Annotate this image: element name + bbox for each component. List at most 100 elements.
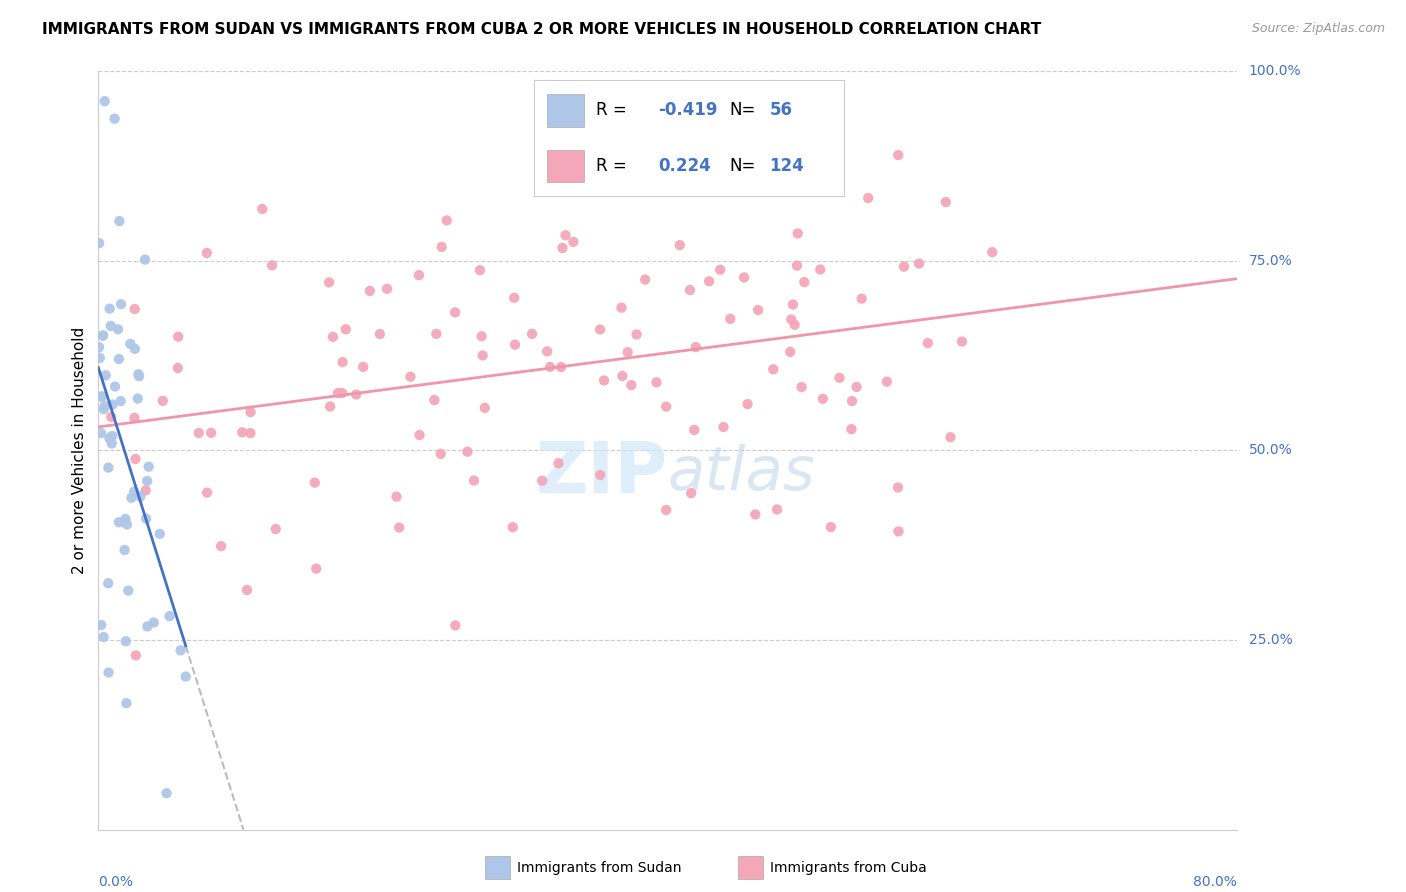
Point (98, 431, 121, 445)
Point (368, 326, 391, 341)
Point (981, 245, 1004, 260)
Point (124, 342, 146, 356)
Text: 50.0%: 50.0% (1249, 443, 1292, 458)
Point (762, 362, 785, 376)
Text: ZIP: ZIP (536, 439, 668, 508)
Point (262, 258, 284, 272)
Point (385, 490, 408, 504)
Point (444, 618, 467, 632)
Point (790, 380, 813, 394)
Point (91, 328, 114, 343)
Point (780, 312, 803, 326)
Point (166, 361, 188, 376)
Text: -0.419: -0.419 (658, 102, 717, 120)
Point (551, 241, 574, 255)
Point (554, 228, 576, 243)
Text: R =: R = (596, 157, 633, 175)
Point (471, 329, 494, 343)
Point (90, 390, 112, 404)
Point (187, 425, 209, 440)
Point (733, 270, 755, 285)
Text: N=: N= (730, 102, 755, 120)
Point (655, 400, 678, 414)
Point (786, 227, 808, 241)
Point (359, 284, 381, 298)
Point (737, 397, 759, 411)
Point (97, 576, 120, 591)
Point (808, 262, 831, 277)
Point (531, 474, 554, 488)
Point (195, 246, 218, 260)
Point (536, 344, 558, 359)
Point (786, 259, 808, 273)
Point (101, 397, 124, 411)
Point (134, 252, 156, 267)
Point (593, 374, 616, 388)
Point (718, 311, 741, 326)
Point (550, 360, 572, 375)
Point (252, 202, 274, 216)
Point (950, 334, 973, 349)
Point (811, 392, 834, 406)
Point (110, 394, 132, 409)
Point (669, 238, 692, 252)
Point (471, 348, 494, 362)
Point (474, 401, 496, 415)
Point (90, 389, 112, 403)
Point (319, 400, 342, 414)
Point (856, 191, 879, 205)
Point (304, 475, 326, 490)
Point (108, 515, 131, 529)
Point (782, 297, 804, 311)
Point (423, 392, 446, 407)
Point (332, 355, 354, 369)
Point (107, 322, 129, 336)
Text: Source: ZipAtlas.com: Source: ZipAtlas.com (1251, 22, 1385, 36)
Point (231, 425, 253, 440)
Point (425, 326, 447, 341)
Point (463, 474, 485, 488)
Point (589, 468, 612, 483)
Point (159, 609, 181, 624)
Point (169, 643, 191, 657)
Point (239, 405, 262, 419)
Point (388, 520, 411, 534)
Point (766, 502, 789, 516)
Point (136, 474, 159, 488)
Point (135, 483, 157, 498)
Point (939, 430, 962, 444)
Point (887, 148, 910, 162)
Point (98, 301, 121, 316)
Point (108, 214, 131, 228)
Point (724, 173, 747, 187)
Point (93, 630, 115, 644)
Point (908, 257, 931, 271)
Point (120, 337, 142, 351)
Point (620, 378, 643, 392)
Point (129, 490, 152, 504)
Point (589, 322, 612, 336)
Point (117, 583, 139, 598)
Point (681, 486, 703, 500)
Text: R =: R = (596, 102, 633, 120)
Bar (547, 150, 583, 182)
Bar (547, 95, 583, 127)
Point (152, 393, 174, 408)
Point (456, 444, 478, 458)
Point (828, 371, 851, 385)
Point (128, 369, 150, 384)
Point (195, 485, 218, 500)
Point (520, 326, 543, 341)
Point (436, 213, 458, 227)
Point (90, 618, 112, 632)
Point (610, 301, 633, 315)
Point (97, 665, 120, 680)
Point (330, 386, 353, 401)
Point (104, 379, 127, 393)
Point (744, 508, 766, 522)
Point (651, 182, 673, 196)
Point (264, 522, 287, 536)
Point (174, 670, 197, 684)
Point (89, 236, 111, 251)
Point (399, 369, 422, 384)
